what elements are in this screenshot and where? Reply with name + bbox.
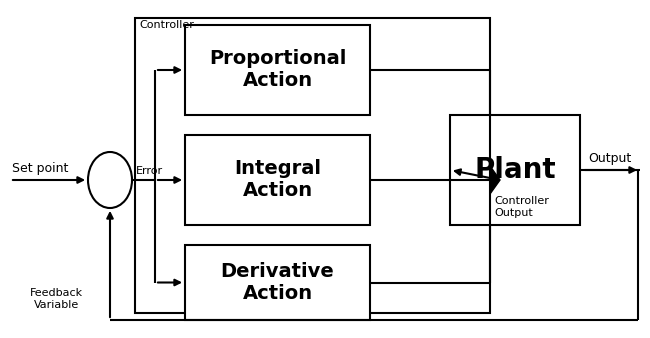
Bar — [185, 245, 370, 320]
Text: Integral
Action: Integral Action — [234, 160, 321, 200]
Bar — [185, 25, 370, 115]
Bar — [450, 115, 580, 225]
Text: Proportional
Action: Proportional Action — [209, 49, 346, 91]
Text: Feedback
Variable: Feedback Variable — [30, 288, 83, 310]
Text: Plant: Plant — [474, 156, 556, 184]
Polygon shape — [490, 166, 500, 194]
Text: Controller: Controller — [139, 20, 194, 30]
Bar — [185, 135, 370, 225]
Text: Controller
Output: Controller Output — [494, 196, 549, 218]
Text: Set point: Set point — [12, 162, 68, 175]
Bar — [135, 18, 490, 313]
Text: Derivative
Action: Derivative Action — [220, 262, 334, 303]
Text: Output: Output — [588, 152, 631, 165]
Text: Error: Error — [136, 166, 163, 176]
